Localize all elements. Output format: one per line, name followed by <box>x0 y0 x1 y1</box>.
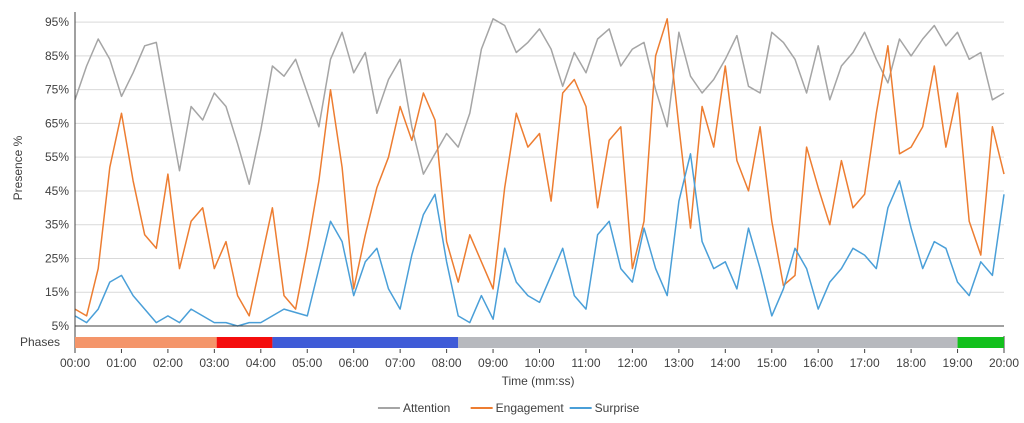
phase-segment-2 <box>216 337 273 348</box>
x-tick-label: 03:00 <box>199 356 229 370</box>
legend-label-attention: Attention <box>403 401 450 415</box>
x-tick-label: 18:00 <box>896 356 926 370</box>
x-tick-label: 02:00 <box>153 356 183 370</box>
x-tick-label: 08:00 <box>432 356 462 370</box>
y-tick-label: 45% <box>45 184 69 198</box>
x-tick-label: 07:00 <box>385 356 415 370</box>
legend: Attention Engagement Surprise <box>377 401 640 415</box>
series-lines <box>74 18 1005 327</box>
x-tick-label: 19:00 <box>943 356 973 370</box>
phases-bar <box>75 337 1004 348</box>
y-tick-label: 65% <box>45 116 69 130</box>
x-tick-label: 09:00 <box>478 356 508 370</box>
y-tick-label: 35% <box>45 218 69 232</box>
x-tick-label: 06:00 <box>339 356 369 370</box>
gridlines <box>75 21 1004 293</box>
x-axis-ticks: 00:00 01:00 02:00 03:00 04:00 05:00 06:00 07:00… <box>60 349 1019 370</box>
x-axis-title: Time (mm:ss) <box>502 374 575 388</box>
x-tick-label: 13:00 <box>664 356 694 370</box>
x-tick-label: 11:00 <box>571 356 600 370</box>
x-tick-label: 01:00 <box>106 356 136 370</box>
x-tick-label: 14:00 <box>710 356 740 370</box>
x-tick-label: 15:00 <box>757 356 787 370</box>
x-tick-label: 04:00 <box>246 356 276 370</box>
phase-segment-5 <box>957 337 1004 348</box>
y-tick-label: 85% <box>45 49 69 63</box>
y-axis-title: Presence % <box>11 135 25 200</box>
series-line-surprise <box>74 153 1005 327</box>
y-tick-label: 15% <box>45 285 69 299</box>
axes <box>74 12 1005 350</box>
y-tick-label: 95% <box>45 15 69 29</box>
series-line-engagement <box>74 18 1005 317</box>
y-axis-ticks: 5% 15% 25% 35% 45% 55% 65% 75% 85% 95% <box>45 15 69 333</box>
x-tick-label: 10:00 <box>524 356 554 370</box>
phase-segment-1 <box>75 337 217 348</box>
series-line-attention <box>74 18 1005 185</box>
x-tick-label: 00:00 <box>60 356 90 370</box>
x-tick-label: 16:00 <box>803 356 833 370</box>
phase-segment-4 <box>458 337 958 348</box>
x-tick-label: 12:00 <box>617 356 647 370</box>
x-tick-label: 20:00 <box>989 356 1019 370</box>
y-tick-label: 5% <box>52 319 70 333</box>
legend-label-surprise: Surprise <box>595 401 640 415</box>
y-tick-label: 75% <box>45 83 69 97</box>
y-tick-label: 25% <box>45 251 69 265</box>
x-tick-label: 05:00 <box>292 356 322 370</box>
y-tick-label: 55% <box>45 150 69 164</box>
legend-label-engagement: Engagement <box>496 401 565 415</box>
phase-segment-3 <box>272 337 459 348</box>
x-tick-label: 17:00 <box>850 356 880 370</box>
phases-label: Phases <box>20 335 60 349</box>
